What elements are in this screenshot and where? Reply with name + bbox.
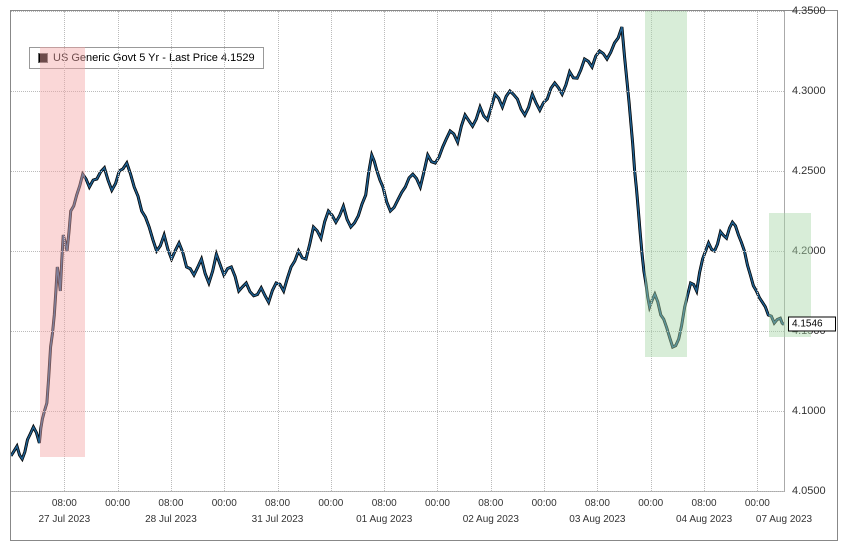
gridline-horizontal (11, 491, 784, 492)
gridline-vertical (278, 11, 279, 491)
y-axis-label: 4.3500 (788, 5, 832, 17)
gridline-vertical (544, 11, 545, 491)
x-axis-time-label: 08:00 (52, 498, 77, 509)
x-axis-time-label: 08:00 (265, 498, 290, 509)
y-axis-label: 4.1000 (788, 405, 832, 417)
gridline-vertical (597, 11, 598, 491)
last-price-flag: 4.1546 (788, 316, 836, 331)
x-axis-time-label: 00:00 (745, 498, 770, 509)
gridline-vertical (704, 11, 705, 491)
y-axis-label: 4.2500 (788, 165, 832, 177)
x-axis-time-label: 00:00 (532, 498, 557, 509)
x-axis-time-label: 00:00 (425, 498, 450, 509)
x-axis-time-label: 00:00 (638, 498, 663, 509)
x-axis-time-label: 08:00 (372, 498, 397, 509)
highlight-region (40, 47, 85, 457)
x-axis-time-label: 00:00 (318, 498, 343, 509)
y-axis-label: 4.3000 (788, 85, 832, 97)
x-axis-time-label: 08:00 (478, 498, 503, 509)
gridline-vertical (757, 11, 758, 491)
x-axis-time-label: 00:00 (212, 498, 237, 509)
x-axis-date-label: 27 Jul 2023 (38, 514, 90, 525)
x-axis-date-label: 28 Jul 2023 (145, 514, 197, 525)
gridline-vertical (437, 11, 438, 491)
gridline-vertical (384, 11, 385, 491)
x-axis-date-label: 07 Aug 2023 (756, 514, 812, 525)
gridline-horizontal (11, 411, 784, 412)
x-axis-date-label: 31 Jul 2023 (252, 514, 304, 525)
plot-area: US Generic Govt 5 Yr - Last Price 4.1529… (11, 11, 785, 492)
x-axis-time-label: 08:00 (692, 498, 717, 509)
x-axis-time-label: 08:00 (158, 498, 183, 509)
x-axis-date-label: 03 Aug 2023 (569, 514, 625, 525)
gridline-vertical (171, 11, 172, 491)
x-axis-date-label: 02 Aug 2023 (463, 514, 519, 525)
gridline-vertical (331, 11, 332, 491)
chart-container: US Generic Govt 5 Yr - Last Price 4.1529… (10, 10, 838, 541)
x-axis-time-label: 00:00 (105, 498, 130, 509)
y-axis-label: 4.0500 (788, 485, 832, 497)
highlight-region (645, 11, 688, 357)
x-axis-time-label: 08:00 (585, 498, 610, 509)
gridline-vertical (491, 11, 492, 491)
gridline-vertical (224, 11, 225, 491)
x-axis-date-label: 01 Aug 2023 (356, 514, 412, 525)
gridline-vertical (118, 11, 119, 491)
x-axis-date-label: 04 Aug 2023 (676, 514, 732, 525)
